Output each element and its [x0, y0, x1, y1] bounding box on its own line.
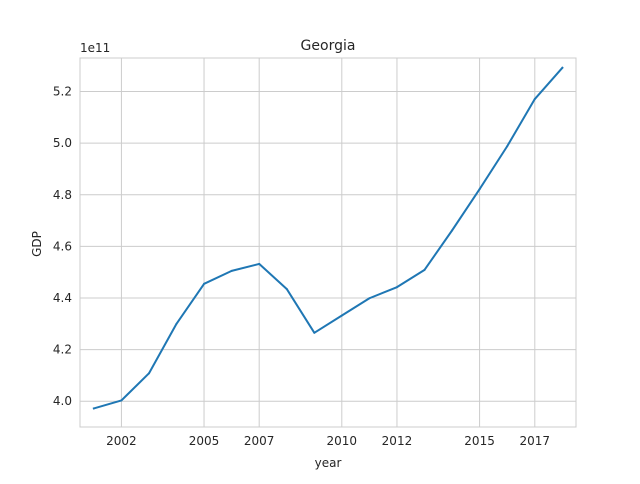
y-tick-label: 4.6 [53, 239, 72, 253]
y-tick-label: 4.2 [53, 343, 72, 357]
y-tick-label: 4.0 [53, 394, 72, 408]
data-point [313, 331, 316, 334]
data-point [92, 407, 95, 410]
x-tick-label: 2007 [244, 434, 275, 448]
x-tick-label: 2015 [464, 434, 495, 448]
data-point [175, 322, 178, 325]
data-point [533, 98, 536, 101]
data-point [395, 286, 398, 289]
data-point [561, 66, 564, 69]
data-point [120, 399, 123, 402]
y-tick-label: 5.2 [53, 85, 72, 99]
data-point [478, 188, 481, 191]
data-point [368, 297, 371, 300]
data-point [203, 282, 206, 285]
chart-title: Georgia [301, 38, 356, 54]
grid-lines [80, 58, 576, 427]
y-tick-label: 5.0 [53, 136, 72, 150]
x-tick-label: 2012 [382, 434, 413, 448]
x-axis-label: year [315, 456, 342, 470]
data-point [451, 229, 454, 232]
data-point [285, 287, 288, 290]
series-line [92, 66, 564, 410]
data-point [147, 372, 150, 375]
data-point [230, 269, 233, 272]
series-layer [92, 66, 564, 410]
data-point [258, 262, 261, 265]
tick-labels: 4.0 4.2 4.4 4.6 4.8 5.0 5.2 2002 2005 2007 2010 201… [53, 85, 550, 448]
y-tick-label: 4.4 [53, 291, 72, 305]
data-point [506, 145, 509, 148]
plot-area-frame [79, 57, 577, 428]
data-point [340, 314, 343, 317]
x-tick-label: 2005 [189, 434, 220, 448]
data-point [423, 268, 426, 271]
x-tick-label: 2010 [327, 434, 358, 448]
y-axis-offset-text: 1e11 [80, 41, 110, 55]
y-axis-label: GDP [30, 231, 44, 257]
x-tick-label: 2002 [106, 434, 137, 448]
y-tick-label: 4.8 [53, 188, 72, 202]
x-tick-label: 2017 [520, 434, 551, 448]
